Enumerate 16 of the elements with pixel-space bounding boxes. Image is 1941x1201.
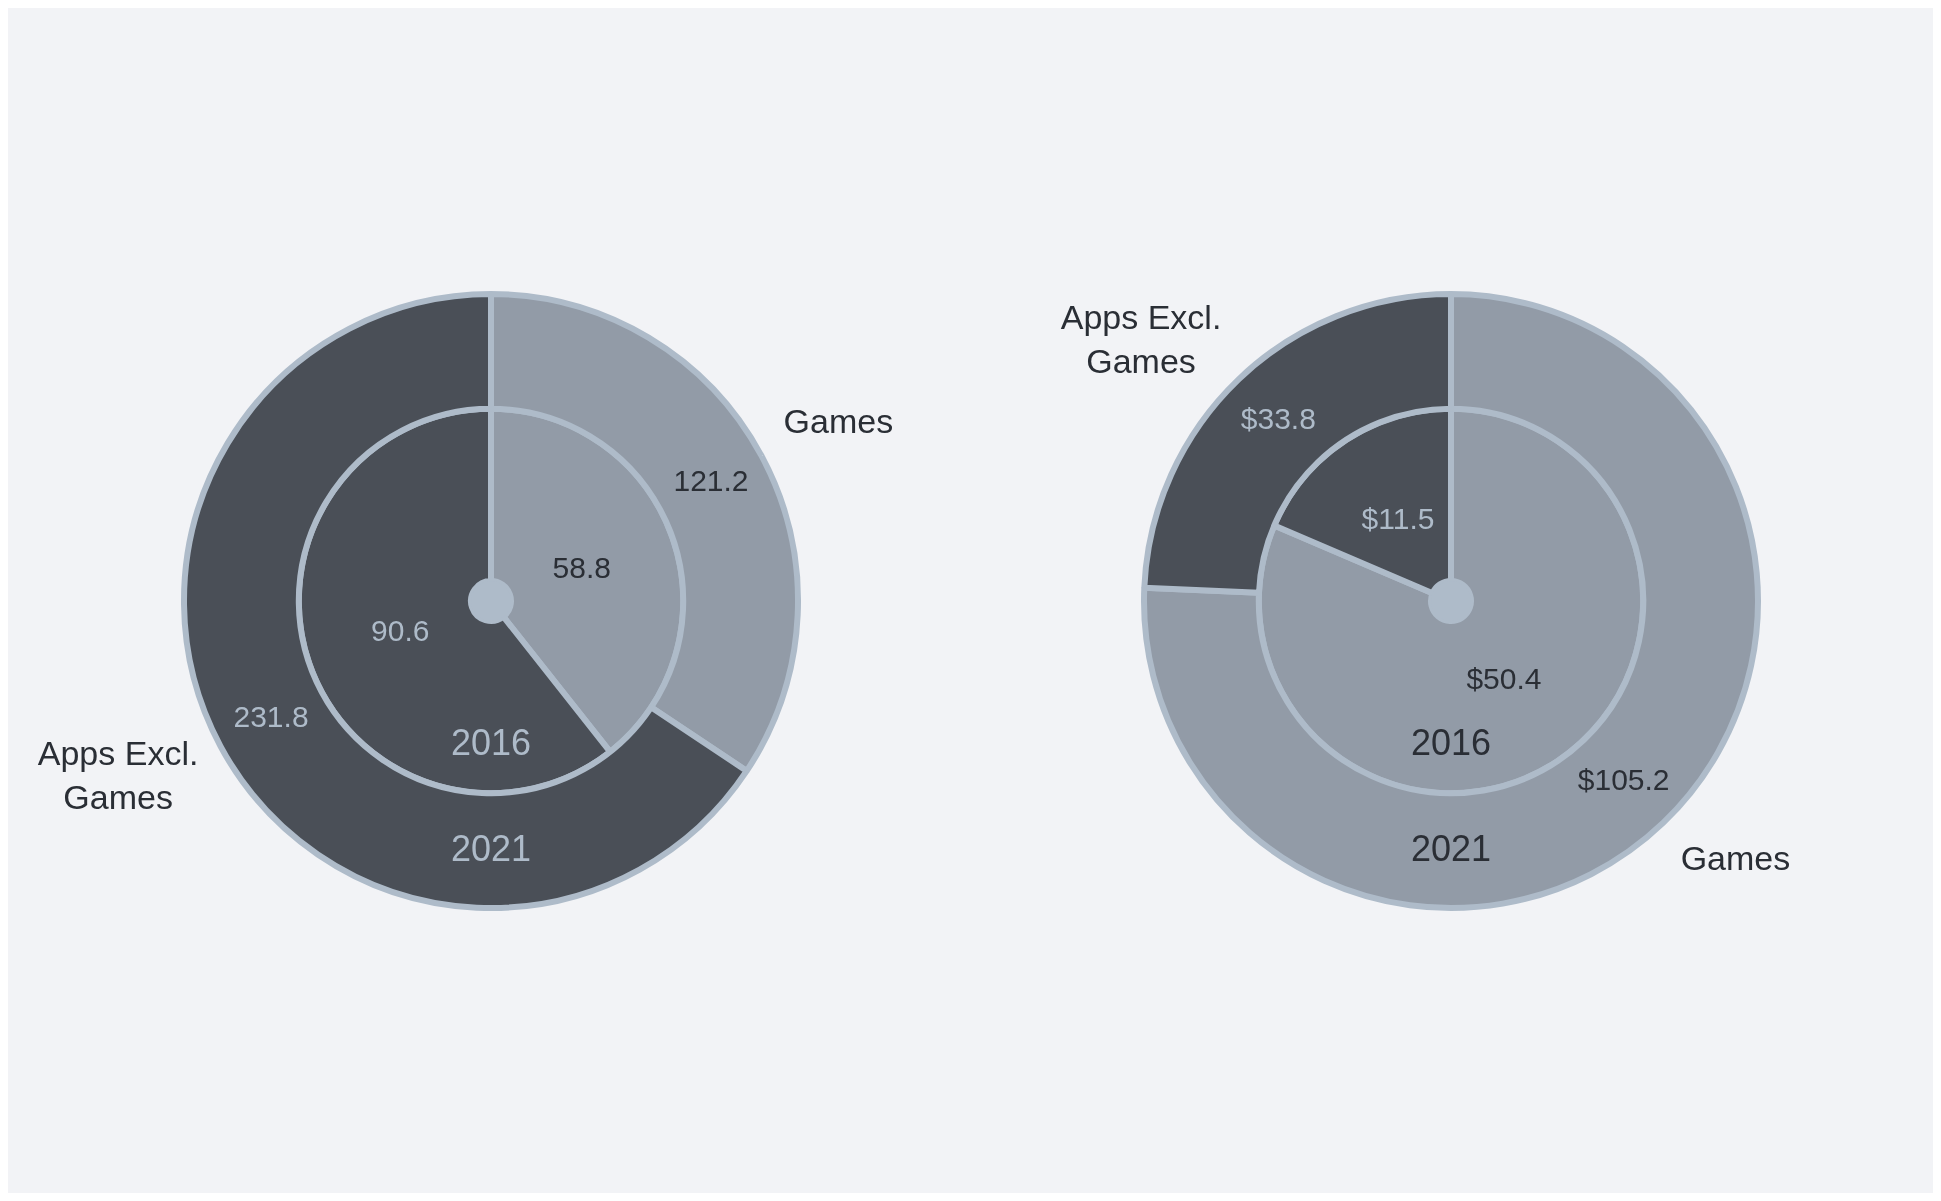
slice-label: Games	[1680, 838, 1790, 877]
data-label: $105.2	[1577, 762, 1670, 796]
slice-label: Games	[783, 402, 893, 440]
data-label: 58.8	[552, 550, 611, 584]
data-label: 90.6	[370, 613, 429, 647]
data-label: $50.4	[1465, 661, 1541, 695]
data-label: 231.8	[232, 699, 309, 733]
data-label: $11.5	[1361, 501, 1434, 535]
slice-label: Apps Excl. Games	[37, 733, 198, 816]
data-label: $33.8	[1240, 401, 1316, 435]
slice-label: 2016	[1410, 721, 1491, 763]
slice-label: 2021	[450, 827, 531, 869]
data-label: 121.2	[672, 463, 749, 497]
slice-label: 2021	[1410, 827, 1491, 869]
slice-label: 2016	[450, 721, 531, 763]
slice-label: Apps Excl. Games	[1060, 297, 1221, 380]
